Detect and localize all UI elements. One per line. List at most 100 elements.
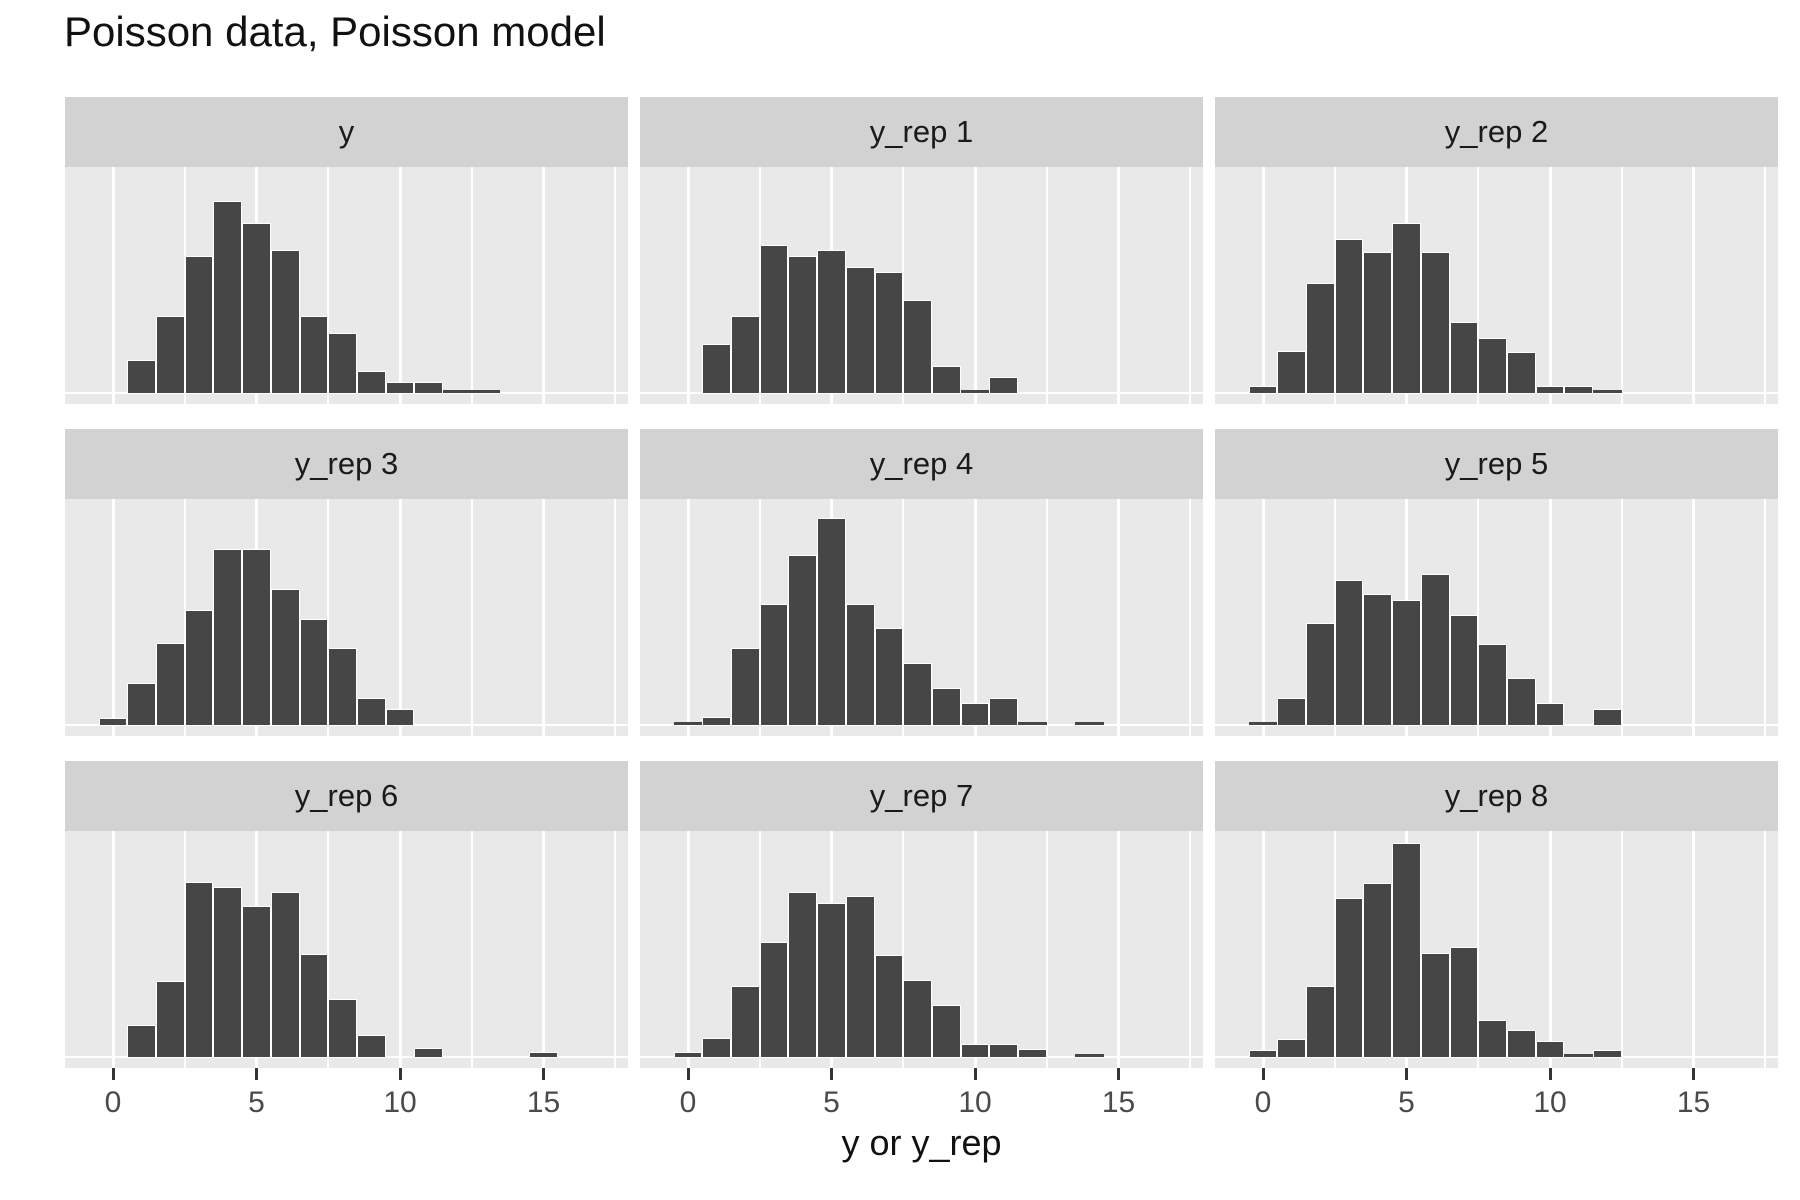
histogram-bar xyxy=(184,882,214,1057)
minor-gridline xyxy=(1477,499,1480,736)
x-tick-mark xyxy=(255,1068,258,1080)
histogram-bar xyxy=(817,903,846,1057)
major-gridline xyxy=(1261,499,1265,736)
x-tick-mark xyxy=(1117,1068,1120,1080)
facet-panel-y_rep-3: y_rep 3 xyxy=(65,429,628,736)
x-tick-label: 15 xyxy=(1676,1086,1711,1119)
histogram-bar xyxy=(989,697,1019,725)
facet-strip-label: y_rep 6 xyxy=(65,761,628,831)
minor-gridline xyxy=(1189,831,1192,1068)
minor-gridline xyxy=(902,499,905,736)
histogram-bar xyxy=(242,549,271,725)
major-gridline xyxy=(111,499,115,736)
histogram-bar xyxy=(98,718,128,725)
histogram-bar xyxy=(874,628,904,725)
histogram-bar xyxy=(1018,1049,1047,1057)
minor-gridline xyxy=(902,167,905,404)
facet-plot-area xyxy=(640,499,1203,736)
x-tick-label: 10 xyxy=(383,1086,417,1119)
major-gridline xyxy=(686,167,690,404)
major-gridline xyxy=(542,831,545,1068)
histogram-bar xyxy=(213,549,243,725)
facet-strip-label: y_rep 5 xyxy=(1215,429,1778,499)
histogram-bar xyxy=(1306,283,1335,393)
minor-gridline xyxy=(1477,167,1480,404)
facet-plot-area xyxy=(65,167,628,404)
major-gridline xyxy=(1117,499,1120,736)
histogram-bar xyxy=(127,1025,157,1057)
major-gridline xyxy=(398,499,402,736)
major-gridline xyxy=(973,831,977,1068)
histogram-bar xyxy=(788,892,818,1057)
histogram-bar xyxy=(759,244,789,393)
histogram-bar xyxy=(874,954,904,1057)
baseline-gridline xyxy=(1215,724,1778,726)
histogram-bar xyxy=(1363,594,1393,725)
x-tick-mark xyxy=(542,1068,545,1080)
baseline-gridline xyxy=(65,1056,628,1058)
histogram-bar xyxy=(1478,1019,1507,1057)
facet-plot-area xyxy=(65,831,628,1068)
x-tick-label: 5 xyxy=(823,1086,840,1119)
histogram-bar xyxy=(759,941,789,1057)
histogram-bar xyxy=(1506,1029,1536,1057)
minor-gridline xyxy=(614,831,617,1068)
histogram-bar xyxy=(471,390,501,393)
histogram-bar xyxy=(788,255,818,393)
minor-gridline xyxy=(327,499,330,736)
major-gridline xyxy=(686,499,690,736)
histogram-bar xyxy=(702,343,732,393)
x-tick-label: 5 xyxy=(248,1086,265,1119)
x-tick-label: 10 xyxy=(958,1086,992,1119)
histogram-bar xyxy=(1018,722,1047,725)
histogram-bar xyxy=(385,708,415,725)
histogram-bar xyxy=(1564,1054,1594,1057)
minor-gridline xyxy=(1045,499,1048,736)
major-gridline xyxy=(686,831,690,1068)
facet-plot-area xyxy=(1215,831,1778,1068)
facet-plot-area xyxy=(65,499,628,736)
histogram-bar xyxy=(1420,952,1450,1057)
minor-gridline xyxy=(1620,831,1623,1068)
minor-gridline xyxy=(1620,499,1623,736)
major-gridline xyxy=(1692,831,1695,1068)
histogram-bar xyxy=(270,588,300,725)
minor-gridline xyxy=(614,167,617,404)
facet-panel-y_rep-6: y_rep 6 0 5 10 15 xyxy=(65,761,628,1119)
histogram-bar xyxy=(1075,1054,1105,1057)
histogram-bar xyxy=(299,316,329,393)
histogram-bar xyxy=(1277,697,1307,725)
major-gridline xyxy=(1117,167,1120,404)
x-tick-mark xyxy=(973,1068,977,1080)
histogram-bar xyxy=(1306,985,1335,1057)
histogram-bar xyxy=(1449,947,1479,1057)
histogram-bar xyxy=(702,717,732,725)
histogram-bar xyxy=(356,371,386,393)
x-tick-mark xyxy=(111,1068,115,1080)
histogram-bar xyxy=(931,1005,961,1057)
histogram-bar xyxy=(931,687,961,725)
histogram-bar xyxy=(673,1051,703,1057)
histogram-bar xyxy=(242,222,271,393)
major-gridline xyxy=(973,167,977,404)
histogram-bar xyxy=(903,663,932,725)
facet-plot-area xyxy=(1215,167,1778,404)
histogram-bar xyxy=(960,703,990,725)
facet-strip-label: y_rep 8 xyxy=(1215,761,1778,831)
histogram-bar xyxy=(1564,386,1594,393)
histogram-bar xyxy=(213,886,243,1057)
facet-strip-label: y xyxy=(65,97,628,167)
facet-panel-y_rep-8: y_rep 8 0 5 10 15 xyxy=(1215,761,1778,1119)
minor-gridline xyxy=(614,499,617,736)
histogram-bar xyxy=(156,981,185,1057)
baseline-gridline xyxy=(1215,392,1778,394)
histogram-bar xyxy=(299,619,329,725)
histogram-bar xyxy=(1363,252,1393,393)
histogram-bar xyxy=(156,316,185,393)
x-tick-mark xyxy=(830,1068,833,1080)
histogram-bar xyxy=(903,299,932,393)
chart-title: Poisson data, Poisson model xyxy=(64,8,606,55)
histogram-bar xyxy=(1277,351,1307,393)
x-tick-mark xyxy=(398,1068,402,1080)
minor-gridline xyxy=(1764,167,1767,404)
